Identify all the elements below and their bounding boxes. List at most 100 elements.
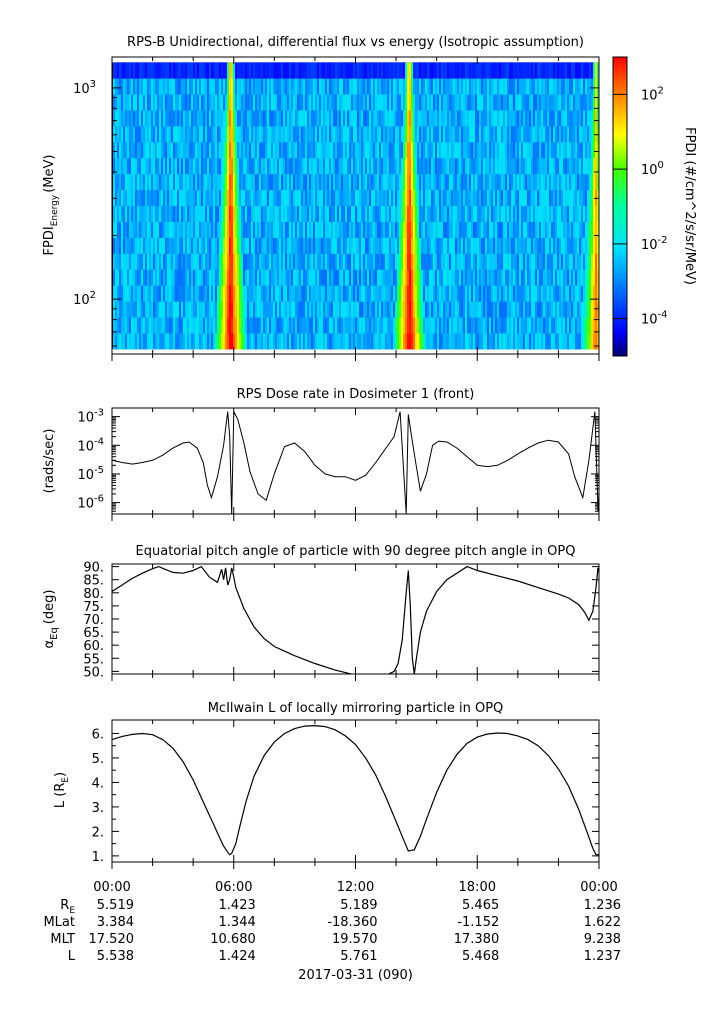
spectrogram-cell <box>335 126 338 143</box>
spectrogram-cell <box>217 94 220 111</box>
spectrogram-cell <box>407 269 410 286</box>
spectrogram-cell <box>217 301 220 318</box>
spectrogram-cell <box>207 189 210 207</box>
spectrogram-cell <box>321 237 324 254</box>
spectrogram-cell <box>497 205 500 222</box>
spectrogram-cell <box>561 285 564 302</box>
spectrogram-cell <box>229 142 232 159</box>
spectrogram-cell <box>123 221 126 238</box>
spectrogram-cell <box>381 78 384 95</box>
spectrogram-cell <box>581 157 584 175</box>
spectrogram-cell <box>549 253 552 270</box>
spectrogram-cell <box>259 189 262 207</box>
spectrogram-cell <box>443 62 446 79</box>
spectrogram-cell <box>375 269 378 286</box>
spectrogram-cell <box>157 333 160 350</box>
spectrogram-cell <box>415 269 418 286</box>
spectrogram-cell <box>537 205 540 222</box>
spectrogram-cell <box>521 62 524 79</box>
spectrogram-cell <box>283 237 286 254</box>
spectrogram-cell <box>457 157 460 175</box>
spectrogram-cell <box>273 78 276 95</box>
spectrogram-cell <box>483 189 486 207</box>
colorbar-label: FPDI (#/cm^2/s/sr/MeV) <box>682 127 697 285</box>
spectrogram-cell <box>561 78 564 95</box>
spectrogram-cell <box>295 221 298 238</box>
spectrogram-cell <box>329 157 332 175</box>
spectrogram-cell <box>543 173 546 191</box>
spectrogram-cell <box>491 221 494 238</box>
spectrogram-cell <box>157 78 160 95</box>
spectrogram-cell <box>529 157 532 175</box>
spectrogram-cell <box>495 333 498 350</box>
spectrogram-cell <box>411 301 414 318</box>
spectrogram-cell <box>381 173 384 191</box>
spectrogram-cell <box>431 237 434 254</box>
spectrogram-cell <box>373 205 376 222</box>
spectrogram-cell <box>577 317 580 334</box>
spectrogram-cell <box>179 78 182 95</box>
spectrogram-cell <box>583 142 586 159</box>
spectrogram-cell <box>125 333 128 350</box>
spectrogram-cell <box>275 253 278 270</box>
spectrogram-cell <box>445 189 448 207</box>
spectrogram-cell <box>255 205 258 222</box>
spectrogram-cell <box>343 157 346 175</box>
spectrogram-cell <box>587 126 590 143</box>
spectrogram-cell <box>435 333 438 350</box>
spectrogram-cell <box>387 126 390 143</box>
spectrogram-cell <box>427 78 430 95</box>
spectrogram-cell <box>565 157 568 175</box>
spectrogram-cell <box>327 269 330 286</box>
spectrogram-cell <box>399 269 402 286</box>
spectrogram-cell <box>409 173 412 191</box>
spectrogram-cell <box>383 333 386 350</box>
spectrogram-cell <box>295 142 298 159</box>
spectrogram-cell <box>389 189 392 207</box>
spectrogram-cell <box>279 173 282 191</box>
spectrogram-cell <box>297 269 300 286</box>
spectrogram-cell <box>273 253 276 270</box>
spectrogram-cell <box>407 62 410 79</box>
spectrogram-cell <box>485 333 488 350</box>
spectrogram-cell <box>201 157 204 175</box>
spectrogram-cell <box>235 237 238 254</box>
spectrogram-cell <box>403 301 406 318</box>
spectrogram-cell <box>119 126 122 143</box>
spectrogram-cell <box>319 78 322 95</box>
spectrogram-cell <box>283 205 286 222</box>
spectrogram-cell <box>307 317 310 334</box>
spectrogram-cell <box>151 126 154 143</box>
spectrogram-cell <box>475 237 478 254</box>
spectrogram-cell <box>347 189 350 207</box>
spectrogram-cell <box>255 78 258 95</box>
spectrogram-cell <box>523 317 526 334</box>
spectrogram-cell <box>367 269 370 286</box>
spectrogram-cell <box>121 205 124 222</box>
spectrogram-cell <box>165 78 168 95</box>
spectrogram-cell <box>471 205 474 222</box>
spectrogram-cell <box>385 317 388 334</box>
spectrogram-cell <box>549 205 552 222</box>
panel-1-x-ticks <box>111 408 600 521</box>
spectrogram-cell <box>193 269 196 286</box>
spectrogram-cell <box>431 157 434 175</box>
spectrogram-cell <box>441 301 444 318</box>
spectrogram-cell <box>497 142 500 159</box>
spectrogram-cell <box>533 221 536 238</box>
spectrogram-cell <box>571 317 574 334</box>
spectrogram-cell <box>577 253 580 270</box>
spectrogram-cell <box>321 173 324 191</box>
spectrogram-cell <box>515 301 518 318</box>
spectrogram-cell <box>591 189 594 207</box>
spectrogram-cell <box>229 269 232 286</box>
spectrogram-cell <box>329 253 332 270</box>
spectrogram-cell <box>119 205 122 222</box>
spectrogram-cell <box>443 237 446 254</box>
spectrogram-cell <box>237 237 240 254</box>
colorbar <box>612 56 628 357</box>
spectrogram-cell <box>539 142 542 159</box>
spectrogram-cell <box>121 285 124 302</box>
spectrogram-cell <box>225 94 228 111</box>
spectrogram-cell <box>289 157 292 175</box>
